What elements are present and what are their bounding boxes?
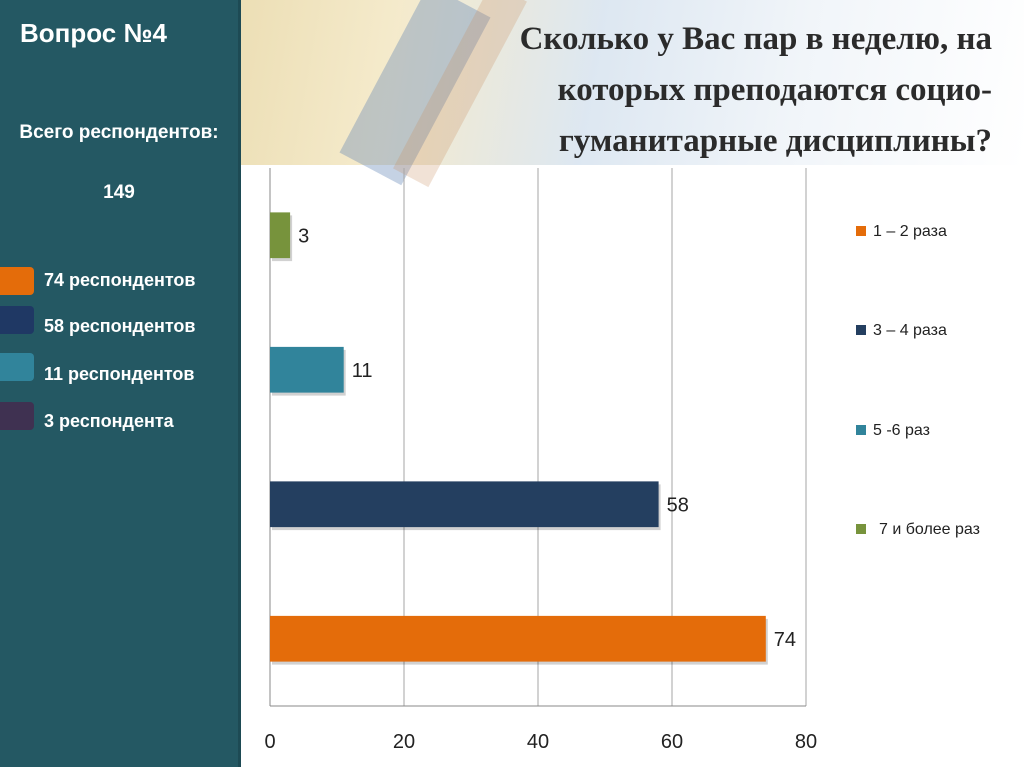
data-label: 74 [774,629,796,651]
data-label: 11 [352,360,373,382]
sidebar-legend-swatch [0,402,34,430]
legend-label: 1 – 2 раза [873,223,947,240]
legend-swatch [856,524,866,534]
x-tick-label: 60 [661,731,683,753]
bar [270,212,291,259]
legend-swatch [856,226,866,236]
total-respondents-label: Всего респондентов: [19,122,219,143]
x-tick-label: 0 [264,731,275,753]
background-decoration [240,0,1024,165]
sidebar: Вопрос №4 Всего респондентов: 149 74 рес… [0,0,241,767]
total-respondents-count: 149 [103,182,135,203]
question-title: Вопрос №4 [20,18,167,48]
sidebar-legend-text: 58 респондентов [44,316,196,336]
sidebar-legend-swatch [0,353,34,381]
legend-swatch [856,325,866,335]
legend-label: 3 – 4 раза [873,322,947,339]
sidebar-legend-text: 11 респондентов [44,364,195,384]
bar [270,346,344,393]
sidebar-legend-text: 3 респондента [44,411,174,431]
chart-title: Сколько у Вас пар в неделю, на которых п… [519,21,992,159]
bar [270,615,766,662]
legend-label: 5 -6 раз [873,422,930,439]
sidebar-legend-text: 74 респондентов [44,270,196,290]
bar [270,481,659,528]
data-label: 3 [298,225,309,247]
x-tick-label: 40 [527,731,549,753]
legend-swatch [856,425,866,435]
sidebar-legend-swatch [0,267,34,295]
sidebar-legend-swatch [0,306,34,334]
legend-label: 7 и более раз [879,521,980,538]
x-tick-label: 20 [393,731,415,753]
x-tick-label: 80 [795,731,817,753]
data-label: 58 [667,494,689,516]
